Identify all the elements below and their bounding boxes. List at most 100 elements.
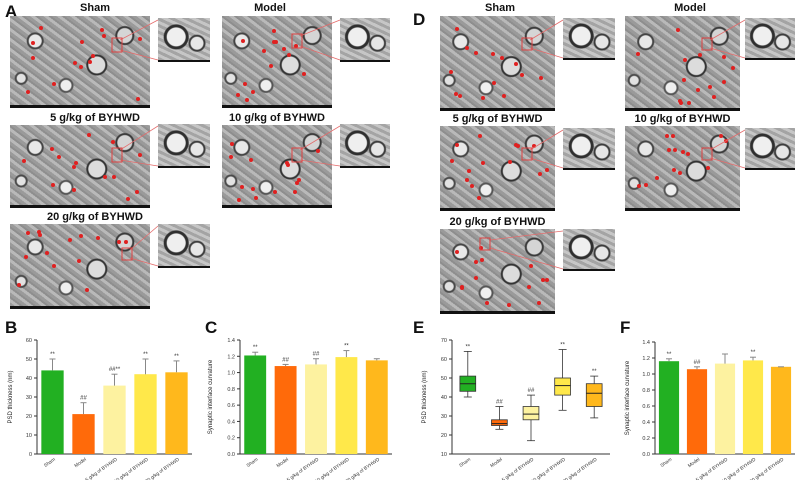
synapse-marker bbox=[454, 249, 459, 254]
y-tick-label: 0.0 bbox=[227, 452, 235, 458]
synapse-marker bbox=[228, 155, 233, 160]
synapse-marker bbox=[269, 64, 274, 69]
chart-b-psd-thickness: 0 10 20 30 40 50 60 PSD thickness (nm) ** Sham ## M… bbox=[8, 338, 192, 480]
synapse-marker bbox=[671, 134, 676, 139]
y-tick-label: 0 bbox=[29, 452, 32, 458]
y-tick-label: 0.4 bbox=[227, 419, 235, 425]
synapse-marker bbox=[274, 40, 279, 45]
significance-label: ** bbox=[143, 352, 148, 358]
inset-a-20 bbox=[158, 224, 210, 268]
bar bbox=[714, 363, 736, 454]
synapse-marker bbox=[637, 183, 642, 188]
y-tick-label: 50 bbox=[26, 357, 32, 363]
x-tick-label: 10 g/kg of BYHWD bbox=[530, 456, 567, 480]
synapse-marker bbox=[103, 174, 108, 179]
bar bbox=[165, 372, 188, 454]
bar bbox=[41, 370, 64, 454]
synapse-marker bbox=[696, 88, 701, 93]
synapse-marker bbox=[230, 141, 235, 146]
synapse-marker bbox=[449, 70, 454, 75]
synapse-marker bbox=[17, 282, 22, 287]
synapse-marker bbox=[138, 36, 143, 41]
synapse-marker bbox=[540, 278, 545, 283]
micrograph-d-5 bbox=[440, 126, 555, 211]
x-tick-label: 5 g/kg of BYHWD bbox=[695, 456, 730, 480]
synapse-marker bbox=[111, 174, 116, 179]
synapse-marker bbox=[718, 134, 723, 139]
title-d-10: 10 g/kg of BYHWD bbox=[634, 113, 731, 125]
synapse-marker bbox=[454, 27, 459, 32]
synapse-marker bbox=[262, 48, 267, 53]
synapse-marker bbox=[712, 95, 717, 100]
synapse-marker bbox=[501, 94, 506, 99]
synapse-marker bbox=[665, 133, 670, 138]
box bbox=[491, 419, 508, 426]
bar bbox=[244, 355, 267, 454]
synapse-marker bbox=[138, 153, 143, 158]
micrograph-d-sham bbox=[440, 16, 555, 111]
bar bbox=[742, 360, 764, 454]
synapse-marker bbox=[687, 101, 692, 106]
synapse-marker bbox=[244, 97, 249, 102]
synapse-marker bbox=[686, 151, 691, 156]
x-tick-label: 10 g/kg of BYHWD bbox=[113, 456, 150, 480]
x-tick-label: Model bbox=[73, 457, 87, 469]
significance-label: ** bbox=[174, 354, 179, 360]
significance-label: ** bbox=[253, 345, 258, 351]
x-tick-label: Sham bbox=[458, 457, 472, 469]
y-tick-label: 0.0 bbox=[642, 452, 650, 458]
chart-f-curvature: 0.0 0.2 0.4 0.6 0.8 1.0 1.2 1.4 Synaptic interfa… bbox=[625, 340, 795, 480]
significance-label: ## bbox=[282, 357, 289, 363]
inset-a-model bbox=[340, 18, 390, 62]
bar bbox=[305, 364, 327, 454]
y-tick-label: 60 bbox=[26, 338, 32, 344]
synapse-marker bbox=[281, 47, 286, 52]
synapse-marker bbox=[91, 53, 96, 58]
synapse-marker bbox=[473, 50, 478, 55]
synapse-marker bbox=[491, 52, 496, 57]
synapse-marker bbox=[453, 92, 458, 97]
y-tick-label: 40 bbox=[26, 376, 32, 382]
significance-label: ##** bbox=[109, 367, 121, 373]
y-tick-label: 0.6 bbox=[642, 404, 650, 410]
synapse-marker bbox=[459, 284, 464, 289]
synapse-marker bbox=[454, 143, 459, 148]
title-d-sham: Sham bbox=[485, 2, 515, 14]
bar bbox=[365, 360, 388, 454]
synapse-marker bbox=[481, 161, 486, 166]
x-tick-label: Model bbox=[489, 457, 503, 469]
micrograph-a-sham bbox=[10, 16, 150, 108]
synapse-marker bbox=[134, 189, 139, 194]
box bbox=[522, 406, 540, 421]
synapse-marker bbox=[235, 93, 240, 98]
synapse-marker bbox=[531, 144, 536, 149]
synapse-marker bbox=[102, 34, 106, 39]
synapse-marker bbox=[464, 178, 469, 183]
synapse-marker bbox=[297, 178, 302, 183]
synapse-marker bbox=[272, 28, 277, 33]
chart-e-psd-boxplot: 10 20 30 40 50 60 70 PSD thickness (nm) ** Sham ##… bbox=[422, 338, 610, 480]
synapse-marker bbox=[469, 183, 474, 188]
chart-c-curvature: 0.0 0.2 0.4 0.6 0.8 1.0 1.2 1.4 Synaptic interfa… bbox=[208, 338, 392, 480]
synapse-marker bbox=[721, 79, 726, 84]
title-a-model: Model bbox=[254, 2, 286, 14]
synapse-marker bbox=[117, 239, 122, 244]
synapse-marker bbox=[84, 288, 89, 293]
synapse-marker bbox=[136, 96, 141, 101]
synapse-marker bbox=[545, 277, 550, 282]
synapse-marker bbox=[26, 89, 31, 94]
synapse-marker bbox=[507, 159, 512, 164]
significance-label: ** bbox=[560, 343, 565, 349]
synapse-marker bbox=[37, 232, 42, 237]
synapse-marker bbox=[249, 157, 254, 162]
bar bbox=[72, 414, 95, 454]
x-tick-label: Model bbox=[276, 457, 290, 469]
synapse-marker bbox=[478, 133, 483, 138]
x-tick-label: 20 g/kg of BYHWD bbox=[144, 456, 181, 480]
synapse-marker bbox=[51, 264, 56, 269]
x-tick-label: 5 g/kg of BYHWD bbox=[286, 456, 321, 480]
significance-label: ## bbox=[496, 400, 503, 406]
synapse-marker bbox=[123, 240, 128, 245]
synapse-marker bbox=[31, 56, 36, 61]
y-axis-label: PSD thickness (nm) bbox=[8, 370, 14, 423]
